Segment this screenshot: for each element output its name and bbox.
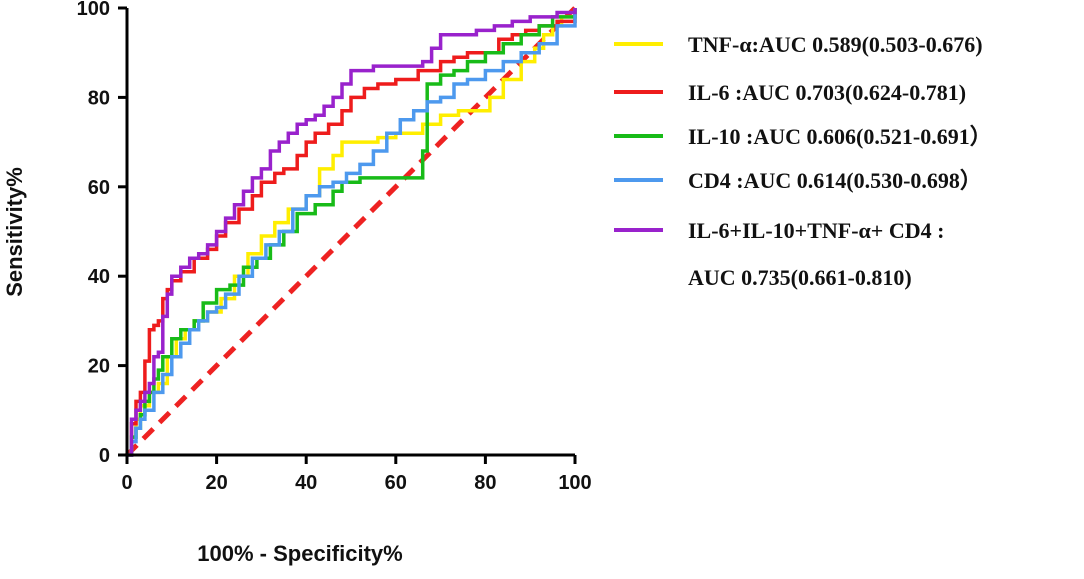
y-tick-label: 20 xyxy=(88,356,110,378)
legend-label: CD4 :AUC 0.614(0.530-0.698） xyxy=(688,168,982,193)
y-tick-label: 100 xyxy=(77,0,110,20)
roc-line-il-6 xyxy=(127,8,577,457)
y-axis-title: Sensitivity% xyxy=(2,167,27,297)
legend-label: TNF-α:AUC 0.589(0.503-0.676) xyxy=(688,32,983,57)
legend-label: IL-6+IL-10+TNF-α+ CD4 : xyxy=(688,218,944,243)
reference-diagonal-line xyxy=(125,6,577,457)
axes: 0 20 40 60 80 100 0 20 40 60 80 100 xyxy=(77,0,592,494)
x-axis-title: 100% - Specificity% xyxy=(197,541,402,566)
y-tick-label: 40 xyxy=(88,266,110,288)
legend-label: IL-10 :AUC 0.606(0.521-0.691） xyxy=(688,124,992,149)
plot-area xyxy=(125,6,577,457)
x-tick-label: 40 xyxy=(295,472,317,494)
x-tick-label: 0 xyxy=(121,472,132,494)
x-tick-label: 80 xyxy=(474,472,496,494)
x-tick-label: 20 xyxy=(205,472,227,494)
legend-label-line2: AUC 0.735(0.661-0.810) xyxy=(688,265,912,290)
legend-label: IL-6 :AUC 0.703(0.624-0.781) xyxy=(688,80,966,105)
roc-line-il-6-il-10-tnf-cd4 xyxy=(127,8,577,457)
y-tick-label: 60 xyxy=(88,177,110,199)
roc-line-cd4 xyxy=(127,8,577,457)
legend: TNF-α:AUC 0.589(0.503-0.676) IL-6 :AUC 0.… xyxy=(614,32,992,290)
x-tick-label: 60 xyxy=(385,472,407,494)
x-tick-label: 100 xyxy=(558,472,591,494)
y-tick-label: 0 xyxy=(99,445,110,467)
y-tick-label: 80 xyxy=(88,87,110,109)
